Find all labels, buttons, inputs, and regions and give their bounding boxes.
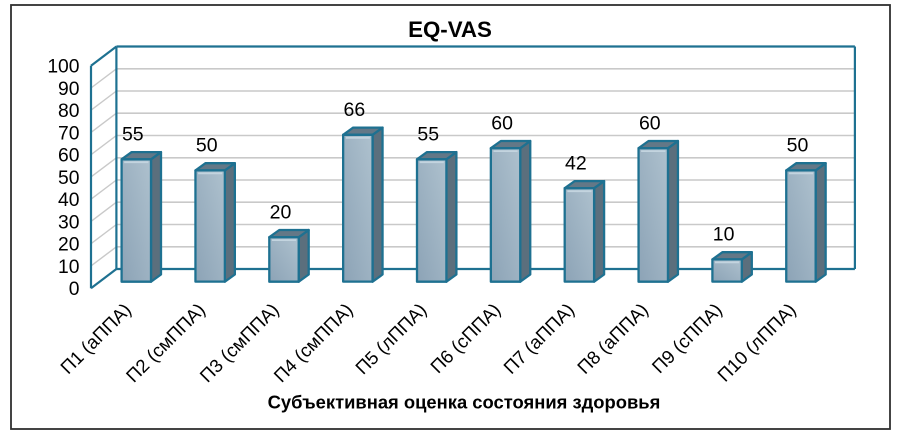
svg-text:66: 66 <box>344 99 366 121</box>
svg-text:100: 100 <box>47 57 79 78</box>
svg-text:90: 90 <box>58 79 79 100</box>
svg-text:70: 70 <box>58 123 79 144</box>
svg-text:50: 50 <box>58 168 79 189</box>
svg-text:55: 55 <box>417 123 439 145</box>
svg-text:50: 50 <box>787 135 809 157</box>
svg-text:60: 60 <box>491 112 513 134</box>
svg-text:EQ-VAS: EQ-VAS <box>408 17 492 42</box>
svg-text:0: 0 <box>69 279 80 300</box>
svg-text:55: 55 <box>122 123 144 145</box>
svg-text:42: 42 <box>565 152 587 174</box>
svg-text:80: 80 <box>58 101 79 122</box>
svg-text:10: 10 <box>58 257 79 278</box>
svg-text:30: 30 <box>58 212 79 233</box>
svg-text:60: 60 <box>58 146 79 167</box>
svg-text:10: 10 <box>713 224 735 246</box>
svg-text:60: 60 <box>639 112 661 134</box>
svg-text:20: 20 <box>58 235 79 256</box>
svg-text:Субъективная оценка состояния: Субъективная оценка состояния здоровья <box>268 392 661 413</box>
svg-text:50: 50 <box>196 135 218 157</box>
svg-text:20: 20 <box>270 201 292 223</box>
svg-text:40: 40 <box>58 190 79 211</box>
